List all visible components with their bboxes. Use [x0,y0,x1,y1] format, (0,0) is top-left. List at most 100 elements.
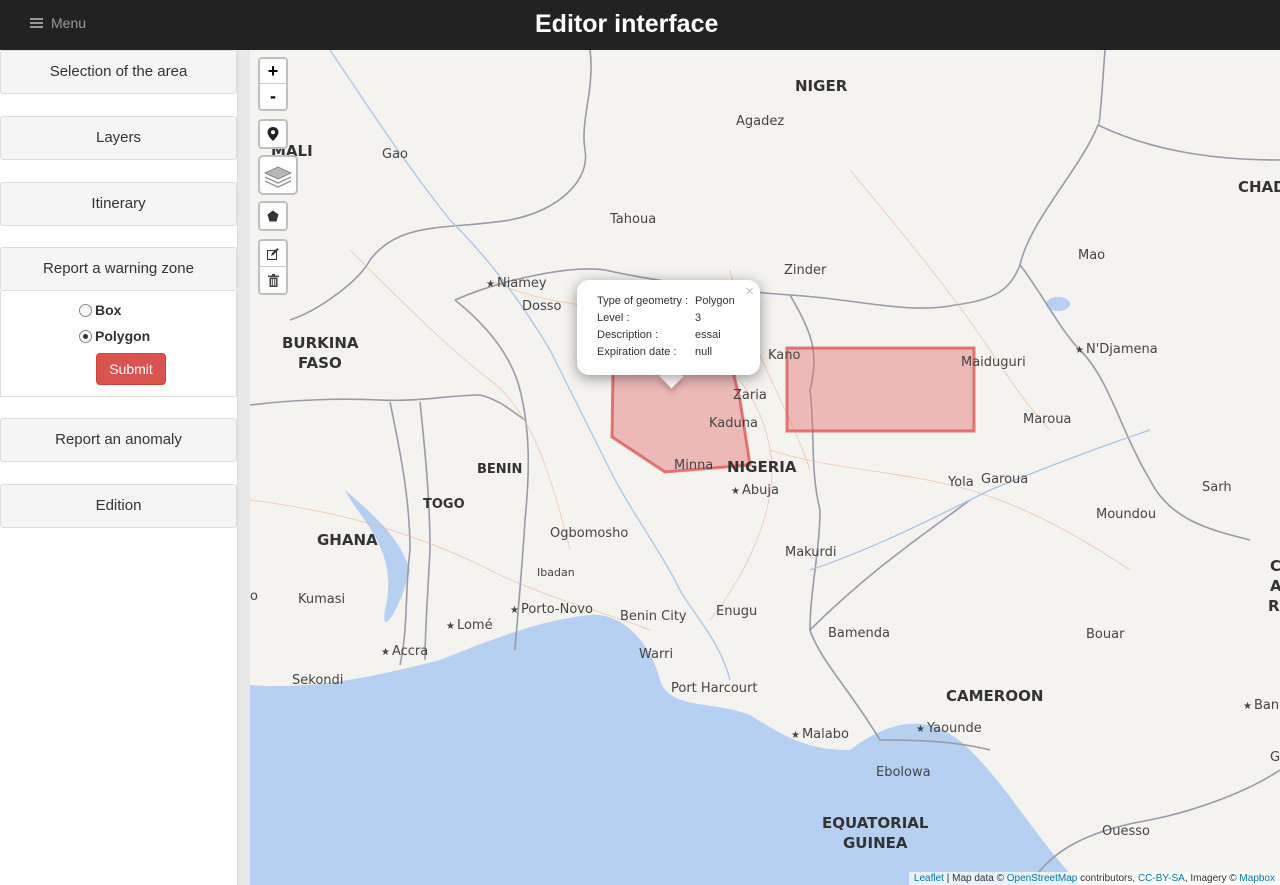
label-ghana: GHANA [317,531,378,549]
label-garoua: Garoua [981,472,1029,487]
license-link[interactable]: CC-BY-SA [1137,873,1185,884]
label-bouar: Bouar [1086,627,1125,642]
layers-icon [263,166,293,188]
label-maiduguri: Maiduguri [961,355,1026,370]
map-marker-icon [267,127,279,141]
label-moundou: Moundou [1096,507,1157,522]
label-edge-r: R [1268,597,1280,615]
label-ndjamena: N'Djamena [1075,342,1158,357]
label-burkina: BURKINA [282,334,359,352]
label-malabo: Malabo [791,727,849,742]
popup-value: Polygon [695,295,735,307]
edit-icon [267,247,279,260]
osm-link[interactable]: OpenStreetMap [1006,873,1078,884]
label-benin-city: Benin City [620,609,687,624]
rivers [329,50,1151,681]
lake-chad [1046,297,1070,311]
label-yola: Yola [948,475,974,490]
locate-control [258,119,288,149]
warning-zone-box[interactable] [785,346,976,433]
sidebar-scrollbar[interactable] [237,50,250,885]
leaflet-link[interactable]: Leaflet [913,873,944,884]
top-navbar: Menu Editor interface [0,0,1280,50]
label-ebolowa: Ebolowa [876,765,931,780]
label-yaounde: Yaounde [916,721,982,736]
radio-polygon-label: Polygon [95,328,151,344]
map-view[interactable]: NIGER MALI CHAD BURKINA FASO BENIN TOGO … [250,50,1280,885]
draw-polygon-button[interactable] [260,203,286,229]
label-nigeria: NIGERIA [727,458,797,476]
attribution-text-3: , Imagery © [1184,873,1240,884]
popup-row-level: Level : 3 [597,312,701,324]
zone-info-popup: × Type of geometry : Polygon Level : 3 D… [577,280,760,375]
label-enugu: Enugu [716,604,758,619]
popup-value: essai [695,329,721,341]
label-kumasi: Kumasi [298,592,346,607]
pentagon-icon [267,210,279,222]
popup-key: Level : [597,312,630,324]
section-itinerary[interactable]: Itinerary [0,182,237,226]
sidebar: Selection of the area Layers Itinerary R… [0,50,237,885]
map-attribution: Leaflet | Map data © OpenStreetMap contr… [908,872,1280,885]
label-kano: Kano [768,348,801,363]
page-title: Editor interface [535,10,719,38]
popup-key: Expiration date : [597,346,677,358]
label-chad: CHAD [1238,178,1280,196]
label-ouesso: Ouesso [1102,824,1150,839]
zoom-out-button[interactable]: - [270,86,276,106]
label-warri: Warri [639,647,674,662]
label-faso: FASO [298,354,342,372]
label-minna: Minna [674,458,714,473]
delete-layers-button[interactable] [260,267,286,293]
submit-button[interactable]: Submit [96,353,166,385]
layers-control[interactable] [258,155,298,195]
mapbox-link[interactable]: Mapbox [1239,873,1275,884]
radio-box-option[interactable]: Box [79,302,121,318]
section-selection-of-area[interactable]: Selection of the area [0,50,237,94]
ocean [250,614,1080,885]
attribution-text-2: contributors, [1077,873,1138,884]
label-zinder: Zinder [784,263,827,278]
edit-layers-button[interactable] [260,241,286,267]
radio-polygon-option[interactable]: Polygon [79,328,150,344]
label-togo: TOGO [423,497,465,512]
label-edge-g: G [1270,750,1280,765]
locate-button[interactable] [260,121,286,147]
label-cameroon: CAMEROON [946,687,1044,705]
label-porto-novo: Porto-Novo [510,602,593,617]
label-sekondi: Sekondi [292,673,344,688]
radio-polygon[interactable] [79,329,92,343]
label-sarh: Sarh [1202,480,1232,495]
label-niger: NIGER [795,77,848,95]
popup-row-geometry: Type of geometry : Polygon [597,295,735,307]
radio-box[interactable] [79,303,92,317]
popup-value: null [695,346,713,358]
popup-key: Type of geometry : [597,295,689,307]
section-report-warning-zone[interactable]: Report a warning zone [0,247,237,291]
label-makurdi: Makurdi [785,545,837,560]
popup-row-description: Description : essai [597,329,721,341]
label-dosso: Dosso [522,299,562,314]
popup-close-button[interactable]: × [745,283,754,300]
label-ibadan: Ibadan [537,566,575,579]
label-agadez: Agadez [736,114,785,129]
section-layers[interactable]: Layers [0,116,237,160]
country-borders [250,50,1280,885]
map-tiles [250,50,1280,885]
label-equatorial: EQUATORIAL [822,814,929,832]
label-accra: Accra [381,644,428,659]
label-guinea: GUINEA [843,834,908,852]
label-bangui: Bang [1243,698,1280,713]
section-report-anomaly[interactable]: Report an anomaly [0,418,237,462]
trash-icon [267,273,279,287]
lake-volta [345,490,410,623]
label-benin: BENIN [477,462,523,477]
label-abuja: Abuja [731,483,779,498]
attribution-text-1: | Map data © [943,873,1007,884]
menu-button[interactable]: Menu [30,15,86,31]
zoom-in-button[interactable]: + [260,59,286,84]
radio-box-label: Box [95,302,122,318]
section-edition[interactable]: Edition [0,484,237,528]
label-zaria: Zaria [733,388,767,403]
popup-key: Description : [597,329,659,341]
